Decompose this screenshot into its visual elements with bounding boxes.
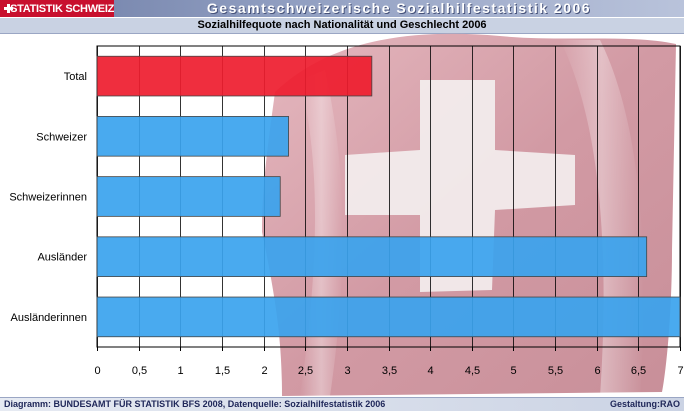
page-title: Gesamtschweizerische Sozialhilfestatisti… (206, 0, 592, 16)
x-tick-label: 6,5 (631, 365, 646, 377)
x-tick-label: 5 (510, 365, 516, 377)
bar-schweizer (96, 116, 289, 157)
x-tick-label: 7 (677, 365, 683, 377)
x-tick-label: 4,5 (465, 365, 480, 377)
category-labels: Total Schweizer Schweizerinnen Ausländer Aus… (9, 71, 87, 324)
bar-chart: Total Schweizer Schweizerinnen Ausländer Aus… (9, 33, 684, 396)
x-tick-label: 4 (427, 365, 433, 377)
x-tick-label: 0 (94, 365, 100, 377)
category-label: Schweizerinnen (9, 192, 87, 204)
x-tick-label: 2 (261, 365, 267, 377)
bar-ausländer (96, 236, 648, 277)
x-tick-label: 5,5 (548, 365, 563, 377)
logo-text: STATISTIK SCHWEIZ (10, 2, 114, 15)
bar-total (96, 55, 373, 97)
x-tick-label: 3,5 (382, 365, 397, 377)
category-label: Ausländer (37, 252, 87, 264)
x-tick-label: 1,5 (215, 365, 230, 377)
chart-bars (96, 55, 681, 338)
x-tick-label: 3 (344, 365, 350, 377)
x-tick-label: 6 (594, 365, 600, 377)
footer-source: Diagramm: BUNDESAMT FÜR STATISTIK BFS 20… (4, 399, 386, 409)
x-tick-label: 1 (177, 365, 183, 377)
footer-bar: Diagramm: BUNDESAMT FÜR STATISTIK BFS 20… (0, 397, 684, 411)
category-label: Ausländerinnen (11, 312, 87, 324)
x-tick-labels: 0 0,5 1 1,5 2 2,5 3 3,5 4 4,5 5 5,5 6 6,5 7 (94, 365, 683, 377)
x-tick-label: 2,5 (298, 365, 313, 377)
category-label: Total (64, 71, 87, 83)
chart-title: Sozialhilfequote nach Nationalität und G… (197, 19, 487, 31)
bar-schweizerinnen (96, 176, 281, 217)
bar-ausländerinnen (96, 296, 681, 338)
footer-credit: Gestaltung:RAO (609, 399, 680, 409)
statistik-schweiz-logo[interactable]: STATISTIK SCHWEIZ (0, 0, 114, 17)
category-label: Schweizer (36, 131, 87, 143)
chart-title-bar: Sozialhilfequote nach Nationalität und G… (0, 18, 684, 34)
x-tick-label: 0,5 (132, 365, 147, 377)
header-bar: STATISTIK SCHWEIZ Gesamtschweizerische S… (0, 0, 684, 17)
swiss-cross-icon (3, 3, 14, 14)
